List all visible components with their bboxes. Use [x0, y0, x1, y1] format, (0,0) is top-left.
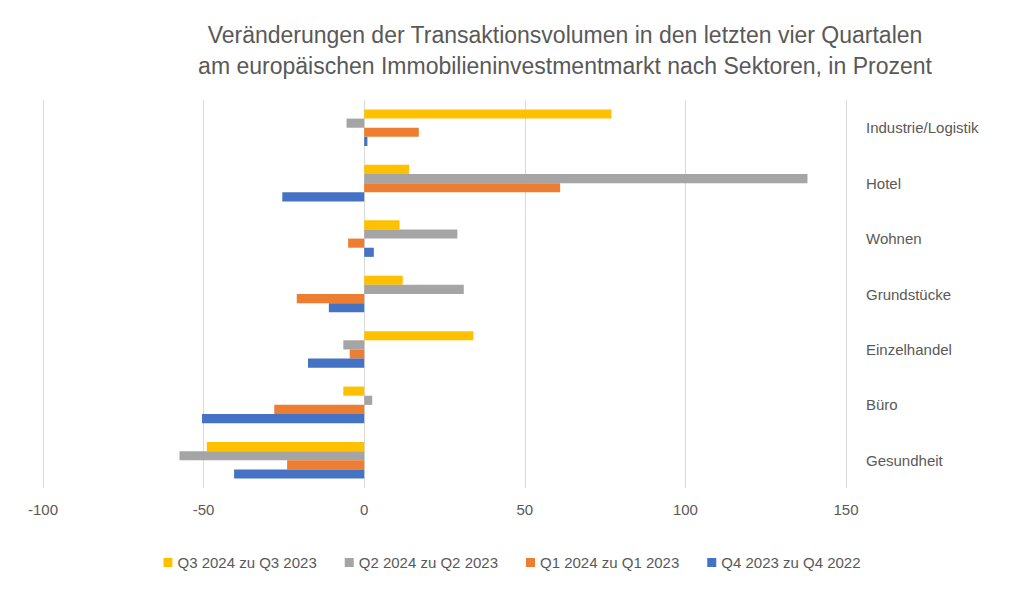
svg-text:Grundstücke: Grundstücke	[866, 286, 951, 303]
svg-text:-50: -50	[193, 501, 215, 518]
svg-text:Wohnen: Wohnen	[866, 230, 922, 247]
svg-text:-100: -100	[28, 501, 58, 518]
svg-text:0: 0	[360, 501, 368, 518]
svg-text:Einzelhandel: Einzelhandel	[866, 341, 952, 358]
svg-text:am europäischen Immobilieninve: am europäischen Immobilieninvestmentmark…	[198, 53, 932, 79]
svg-text:Büro: Büro	[866, 396, 898, 413]
svg-text:150: 150	[833, 501, 858, 518]
svg-text:Hotel: Hotel	[866, 175, 901, 192]
svg-text:50: 50	[516, 501, 533, 518]
svg-text:Q3 2024 zu Q3 2023: Q3 2024 zu Q3 2023	[177, 554, 316, 571]
svg-text:Q1 2024 zu Q1 2023: Q1 2024 zu Q1 2023	[540, 554, 679, 571]
svg-text:100: 100	[673, 501, 698, 518]
svg-text:Industrie/Logistik: Industrie/Logistik	[866, 119, 979, 136]
svg-text:Q4 2023 zu Q4 2022: Q4 2023 zu Q4 2022	[721, 554, 860, 571]
svg-text:Veränderungen der Transaktions: Veränderungen der Transaktionsvolumen in…	[208, 22, 923, 48]
svg-text:Gesundheit: Gesundheit	[866, 452, 944, 469]
svg-text:Q2 2024 zu Q2 2023: Q2 2024 zu Q2 2023	[359, 554, 498, 571]
